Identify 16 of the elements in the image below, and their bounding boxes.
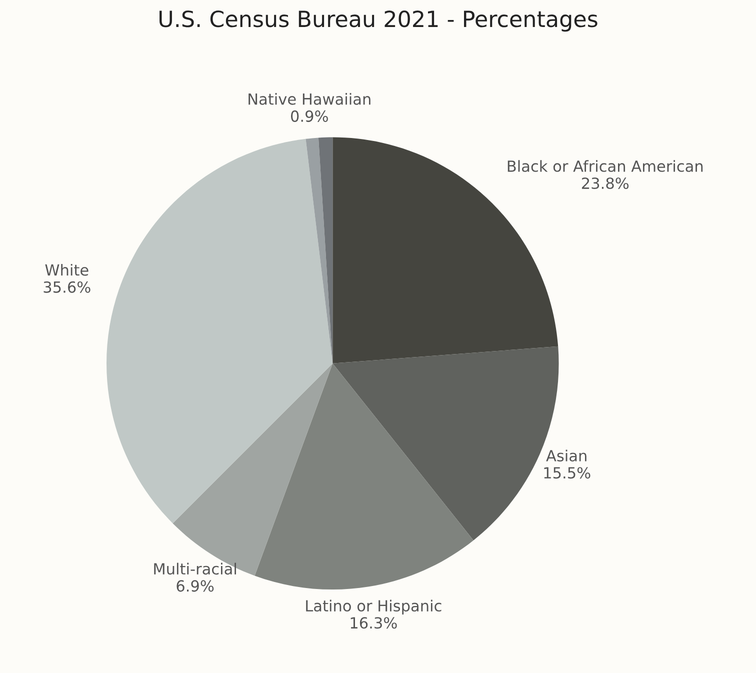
slice-label: Asian xyxy=(546,450,586,462)
slice-label: White xyxy=(45,264,88,276)
data-label: 16.3% xyxy=(350,617,397,629)
pie-slice xyxy=(106,138,333,524)
data-label: 6.9% xyxy=(176,580,214,592)
slice-label: Latino or Hispanic xyxy=(306,600,442,615)
data-label: 35.6% xyxy=(44,281,90,293)
slice-label: Native Hawaiian xyxy=(248,93,370,105)
data-label: 0.9% xyxy=(290,110,328,122)
slice-label: Black or African American xyxy=(508,160,703,172)
data-label: 15.5% xyxy=(544,467,590,479)
slice-label: Multi-racial xyxy=(154,562,236,575)
pie-slice xyxy=(254,363,474,590)
data-label: 23.8% xyxy=(582,177,629,190)
pie-slice xyxy=(306,138,333,364)
chart-title: U.S. Census Bureau 2021 - Percentages xyxy=(160,10,598,32)
